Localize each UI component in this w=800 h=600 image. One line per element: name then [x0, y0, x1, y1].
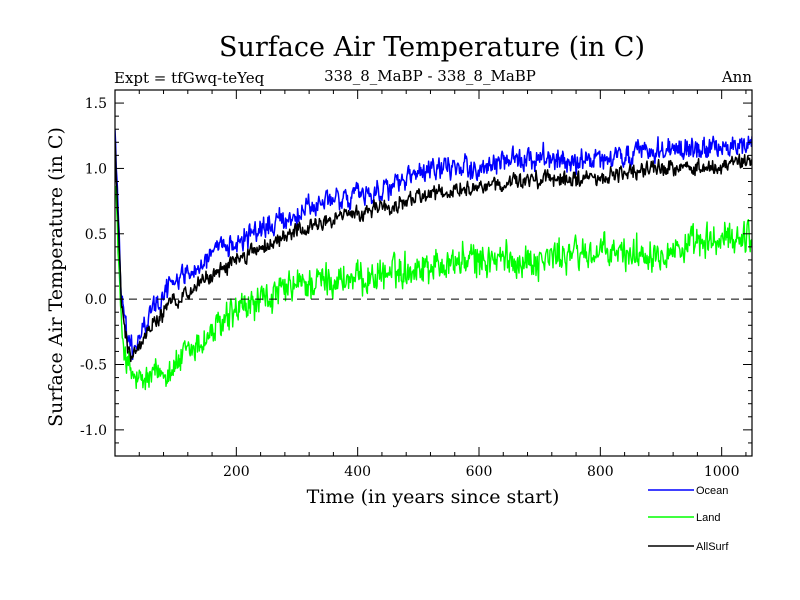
legend-label-ocean: Ocean	[696, 485, 728, 497]
legend-label-land: Land	[696, 512, 720, 524]
series-line-land	[115, 185, 752, 391]
x-tick-label: 200	[223, 464, 250, 480]
chart-subtitle-left: Expt = tfGwq-teYeq	[114, 69, 265, 87]
y-tick-label: 0.5	[85, 227, 107, 243]
y-tick-label: 0.0	[85, 292, 107, 308]
y-tick-label: 1.5	[85, 96, 107, 112]
chart-title: Surface Air Temperature (in C)	[219, 32, 645, 63]
y-tick-label: -1.0	[80, 423, 107, 439]
y-axis-label: Surface Air Temperature (in C)	[45, 127, 67, 427]
x-tick-label: 1000	[704, 464, 740, 480]
x-tick-label: 600	[466, 464, 493, 480]
chart-subtitle-right: Ann	[721, 68, 752, 86]
y-tick-label: 1.0	[85, 161, 107, 177]
tick-labels-layer: 200 400 600 800 1000 -1.0 -0.5 0.0 0.5 1.0 1.5	[80, 96, 739, 480]
ticks-layer	[115, 90, 752, 456]
series-line-ocean	[115, 129, 752, 361]
series-layer	[115, 129, 752, 391]
x-axis-label: Time (in years since start)	[307, 486, 560, 508]
chart-subtitle-center: 338_8_MaBP - 338_8_MaBP	[324, 67, 536, 85]
y-tick-label: -0.5	[80, 358, 107, 374]
x-tick-label: 400	[344, 464, 371, 480]
legend-label-allsurf: AllSurf	[696, 541, 729, 553]
series-line-allsurf	[115, 140, 752, 363]
legend: Ocean Land AllSurf	[648, 485, 729, 553]
x-tick-label: 800	[587, 464, 614, 480]
